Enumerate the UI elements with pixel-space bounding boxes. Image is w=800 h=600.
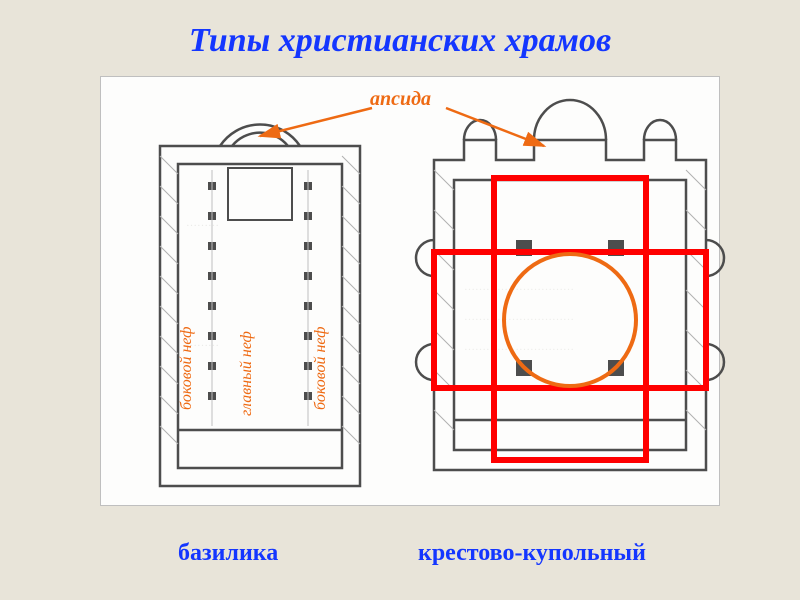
apse-label: апсида (370, 88, 431, 111)
basilica-caption: базилика (178, 540, 278, 567)
right-aisle-label: боковой неф (312, 327, 330, 410)
page-title: Типы христианских храмов (0, 22, 800, 60)
nave-label: главный неф (238, 331, 256, 416)
arrow-left (260, 108, 372, 136)
arrow-right (446, 108, 544, 146)
cross-dome-caption: крестово-купольный (418, 540, 646, 567)
left-aisle-label: боковой неф (178, 327, 196, 410)
stage: ……… ……… (0, 0, 800, 600)
